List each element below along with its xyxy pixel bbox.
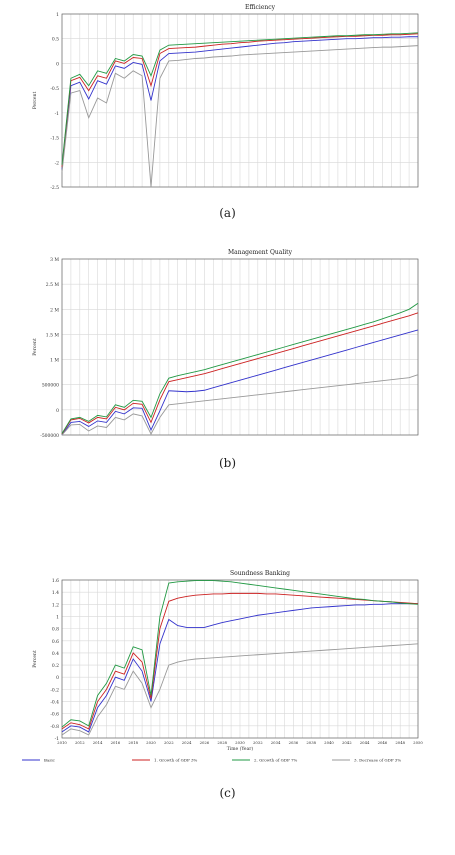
y-tick-label: 0.5	[52, 37, 59, 43]
y-tick-label: -500000	[40, 433, 59, 439]
x-tick-label: 2010	[57, 740, 67, 745]
series-line	[61, 32, 419, 165]
caption-a: (a)	[219, 206, 236, 220]
y-tick-label: -2.5	[50, 185, 59, 191]
series-line	[61, 580, 419, 728]
legend-label: 3. Decrease of GDP 3%	[354, 758, 401, 763]
series-line	[61, 312, 419, 435]
series-line	[61, 45, 419, 188]
x-tick-label: 2038	[306, 740, 316, 745]
y-tick-label: 0.2	[52, 663, 59, 669]
y-tick-label: 0	[56, 675, 59, 681]
series-line	[61, 374, 419, 436]
plot-frame	[61, 579, 419, 739]
y-tick-label: 1	[56, 614, 59, 620]
caption-c: (c)	[219, 786, 236, 800]
y-tick-label: -0.4	[50, 700, 59, 706]
chart-panel-c: Soundness Banking 1.6 1.4 1.2 1 0.8 0.6 0.4 0.2 0…	[0, 568, 455, 768]
x-tick-label: 2026	[200, 740, 210, 745]
y-tick-label: 2 M	[50, 307, 59, 313]
x-tick-label: 2050	[413, 740, 423, 745]
series-line	[61, 329, 419, 436]
plot-frame	[61, 13, 419, 188]
series-line	[61, 33, 419, 168]
x-tick-label: 2020	[146, 740, 156, 745]
y-tick-label: -1.5	[50, 136, 59, 142]
x-tick-label: 2048	[395, 740, 405, 745]
soundness-banking-chart: Soundness Banking 1.6 1.4 1.2 1 0.8 0.6 0.4 0.2 0…	[22, 570, 423, 763]
y-tick-label: 1	[56, 12, 59, 18]
chart-title: Efficiency	[245, 4, 276, 11]
x-tick-label: 2028	[217, 740, 227, 745]
chart-panel-b: Management Quality 3 M 2.5 M 2 M 1.5 M 1 M 500…	[0, 245, 455, 445]
y-tick-label: -0.6	[50, 712, 59, 718]
y-tick-label: -1	[55, 736, 60, 742]
y-tick-label: -0.5	[50, 86, 59, 92]
y-axis-label: Percent	[32, 92, 38, 110]
y-tick-label: 1 M	[50, 358, 59, 364]
y-tick-label: 1.5 M	[46, 332, 60, 338]
y-tick-label: -0.2	[50, 687, 59, 693]
y-tick-label: -2	[55, 160, 60, 166]
x-tick-label: 2040	[324, 740, 334, 745]
x-tick-label: 2034	[271, 740, 281, 745]
y-tick-label: 1.6	[52, 578, 59, 584]
y-tick-label: 0	[56, 61, 59, 67]
chart-title: Soundness Banking	[230, 570, 290, 577]
management-quality-chart: Management Quality 3 M 2.5 M 2 M 1.5 M 1 M 500…	[32, 249, 419, 439]
y-tick-label: 0.6	[52, 639, 59, 645]
x-tick-label: 2032	[253, 740, 263, 745]
y-tick-label: 1.2	[52, 602, 59, 608]
x-tick-label: 2022	[164, 740, 174, 745]
legend-label: 1. Growth of GDP 3%	[154, 758, 198, 763]
efficiency-chart: Efficiency 1 0.5 0 -0.5 -1 -1.5 -2 -2.5 Percent	[32, 4, 419, 191]
y-tick-label: -1	[55, 111, 60, 117]
y-axis-label: Percent	[32, 338, 38, 356]
x-tick-label: 2042	[342, 740, 352, 745]
x-tick-label: 2024	[182, 740, 192, 745]
y-tick-label: 0.8	[52, 627, 59, 633]
x-tick-label: 2030	[235, 740, 245, 745]
x-tick-label: 2016	[111, 740, 121, 745]
x-axis-label: Time (Year)	[227, 745, 254, 752]
x-tick-label: 2012	[75, 740, 85, 745]
y-tick-label: 0.4	[52, 651, 59, 657]
y-tick-label: 1.4	[52, 590, 59, 596]
x-tick-label: 2044	[360, 740, 370, 745]
y-tick-label: 2.5 M	[46, 282, 60, 288]
x-tick-label: 2036	[289, 740, 299, 745]
plot-frame	[61, 258, 419, 436]
x-tick-label: 2046	[378, 740, 388, 745]
legend-label: 2. Growth of GDP 7%	[254, 758, 298, 763]
chart-panel-a: Efficiency 1 0.5 0 -0.5 -1 -1.5 -2 -2.5 Percent	[0, 0, 455, 230]
series-line	[61, 302, 419, 434]
y-axis-label: Percent	[32, 650, 38, 668]
caption-b: (b)	[218, 456, 237, 470]
y-tick-label: 500000	[42, 383, 59, 389]
series-line	[61, 36, 418, 170]
y-tick-label: 3 M	[50, 257, 59, 263]
x-tick-label: 2018	[128, 740, 138, 745]
y-tick-label: -0.8	[50, 724, 59, 730]
legend-label: Basic	[44, 758, 56, 763]
x-tick-label: 2014	[93, 740, 103, 745]
chart-title: Management Quality	[228, 249, 293, 256]
y-tick-label: 0	[56, 408, 59, 414]
series-line	[61, 592, 419, 730]
series-line	[61, 603, 418, 733]
series-line	[61, 643, 419, 736]
